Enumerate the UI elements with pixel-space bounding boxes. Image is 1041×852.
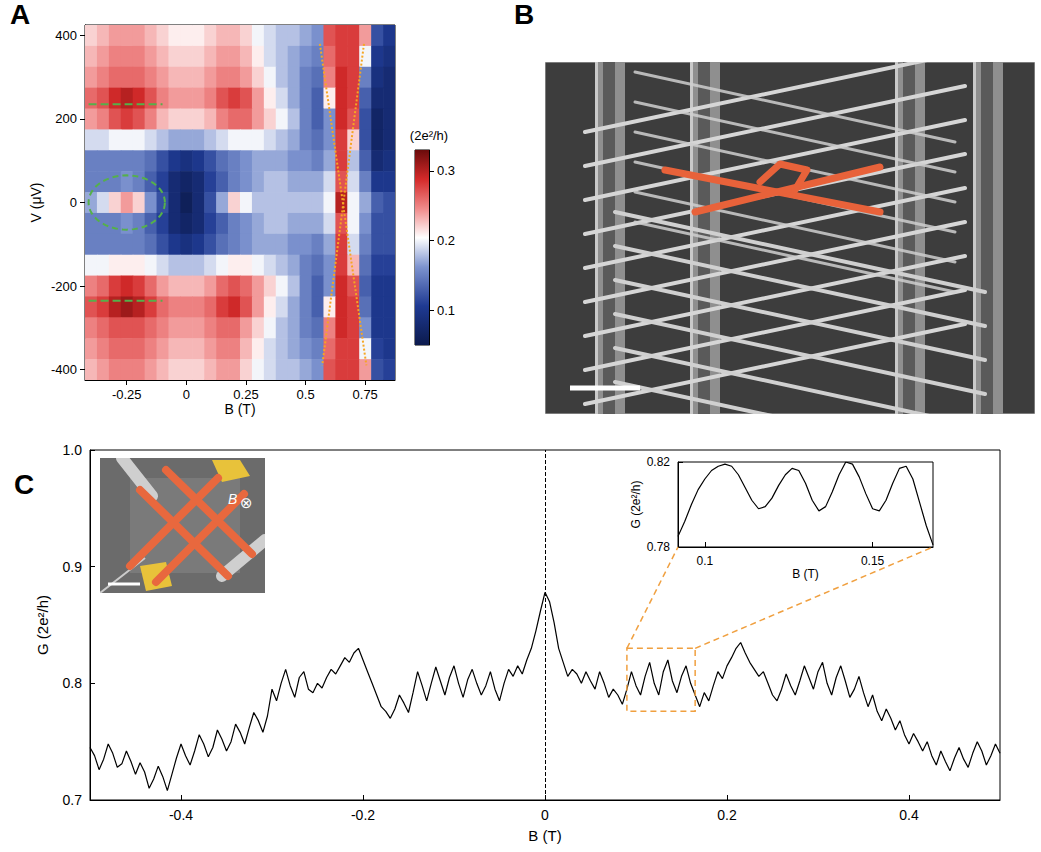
svg-text:0.7: 0.7 bbox=[63, 792, 83, 808]
html-text:C: C bbox=[14, 469, 35, 500]
svg-text:B (T): B (T) bbox=[224, 401, 255, 417]
svg-text:0.75: 0.75 bbox=[353, 387, 378, 402]
svg-text:-200: -200 bbox=[51, 279, 77, 294]
svg-text:0.8: 0.8 bbox=[63, 675, 83, 691]
svg-text:0.1: 0.1 bbox=[437, 303, 455, 318]
svg-text:-400: -400 bbox=[51, 362, 77, 377]
svg-text:0.4: 0.4 bbox=[899, 807, 919, 823]
svg-text:0: 0 bbox=[541, 807, 549, 823]
svg-text:-0.4: -0.4 bbox=[169, 807, 193, 823]
svg-text:0.1: 0.1 bbox=[696, 554, 713, 568]
svg-text:B (T): B (T) bbox=[792, 567, 819, 581]
svg-text:G (2e²/h): G (2e²/h) bbox=[629, 480, 643, 528]
svg-text:400: 400 bbox=[55, 28, 77, 43]
svg-text:200: 200 bbox=[55, 111, 77, 126]
svg-text:0.25: 0.25 bbox=[233, 387, 258, 402]
svg-text:1.0: 1.0 bbox=[63, 442, 83, 458]
svg-text:-0.25: -0.25 bbox=[112, 387, 142, 402]
svg-text:B (T): B (T) bbox=[528, 827, 561, 844]
svg-text:-0.2: -0.2 bbox=[351, 807, 375, 823]
svg-text:(2e²/h): (2e²/h) bbox=[410, 128, 448, 143]
svg-text:0.2: 0.2 bbox=[717, 807, 737, 823]
svg-text:V (μV): V (μV) bbox=[28, 183, 44, 223]
svg-text:0.15: 0.15 bbox=[861, 554, 885, 568]
svg-text:0: 0 bbox=[183, 387, 190, 402]
svg-text:0.78: 0.78 bbox=[647, 540, 671, 554]
svg-text:B: B bbox=[228, 491, 237, 507]
svg-text:0.2: 0.2 bbox=[437, 233, 455, 248]
svg-text:⊗: ⊗ bbox=[240, 494, 253, 512]
svg-text:G (2e²/h): G (2e²/h) bbox=[34, 595, 51, 655]
html-text:B: B bbox=[514, 0, 535, 30]
svg-text:0.3: 0.3 bbox=[437, 163, 455, 178]
svg-text:0.9: 0.9 bbox=[63, 559, 83, 575]
svg-text:0: 0 bbox=[70, 195, 77, 210]
svg-text:0.82: 0.82 bbox=[647, 455, 671, 469]
svg-text:0.5: 0.5 bbox=[297, 387, 315, 402]
html-text:A: A bbox=[10, 0, 31, 30]
